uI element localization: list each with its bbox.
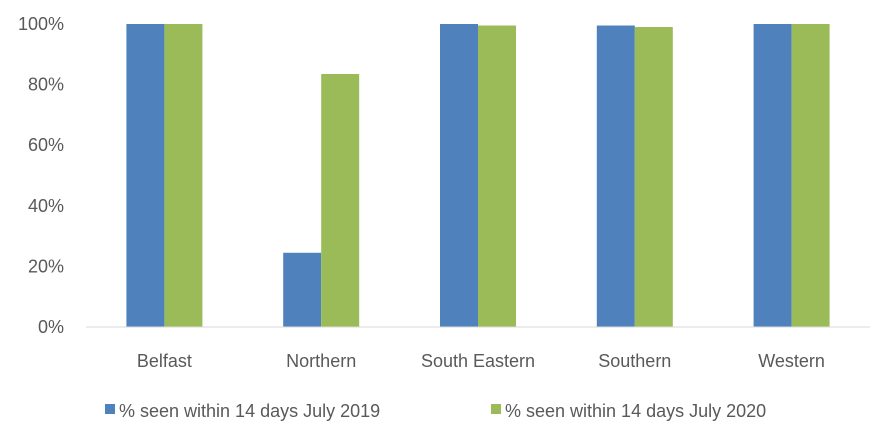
- bar-belfast-series-2: [164, 24, 203, 327]
- bar-western-series-2: [791, 24, 830, 327]
- legend-label: % seen within 14 days July 2020: [505, 401, 766, 421]
- bar-western-series-1: [753, 24, 792, 327]
- x-axis: Belfast Northern South Eastern Southern West…: [137, 351, 825, 371]
- x-tick-label: Western: [758, 351, 825, 371]
- y-tick-label: 80%: [28, 75, 64, 95]
- y-axis: 0% 20% 40% 60% 80% 100%: [18, 14, 64, 337]
- x-tick-label: Northern: [286, 351, 356, 371]
- x-tick-label: Southern: [598, 351, 671, 371]
- y-tick-label: 40%: [28, 196, 64, 216]
- y-tick-label: 0%: [38, 317, 64, 337]
- legend: % seen within 14 days July 2019 % seen wi…: [105, 401, 766, 421]
- bar-northern-series-1: [283, 252, 322, 327]
- y-tick-label: 20%: [28, 256, 64, 276]
- x-tick-label: Belfast: [137, 351, 192, 371]
- legend-swatch: [491, 404, 501, 414]
- bar-south-eastern-series-2: [478, 25, 516, 327]
- legend-label: % seen within 14 days July 2019: [119, 401, 380, 421]
- bar-southern-series-2: [634, 27, 673, 328]
- bars-group: [126, 24, 830, 328]
- bar-south-eastern-series-1: [440, 24, 478, 327]
- bar-northern-series-2: [321, 73, 360, 328]
- x-tick-label: South Eastern: [421, 351, 535, 371]
- y-tick-label: 100%: [18, 14, 64, 34]
- bar-southern-series-1: [596, 25, 635, 327]
- legend-swatch: [105, 404, 115, 414]
- y-tick-label: 60%: [28, 135, 64, 155]
- bar-belfast-series-1: [126, 24, 165, 327]
